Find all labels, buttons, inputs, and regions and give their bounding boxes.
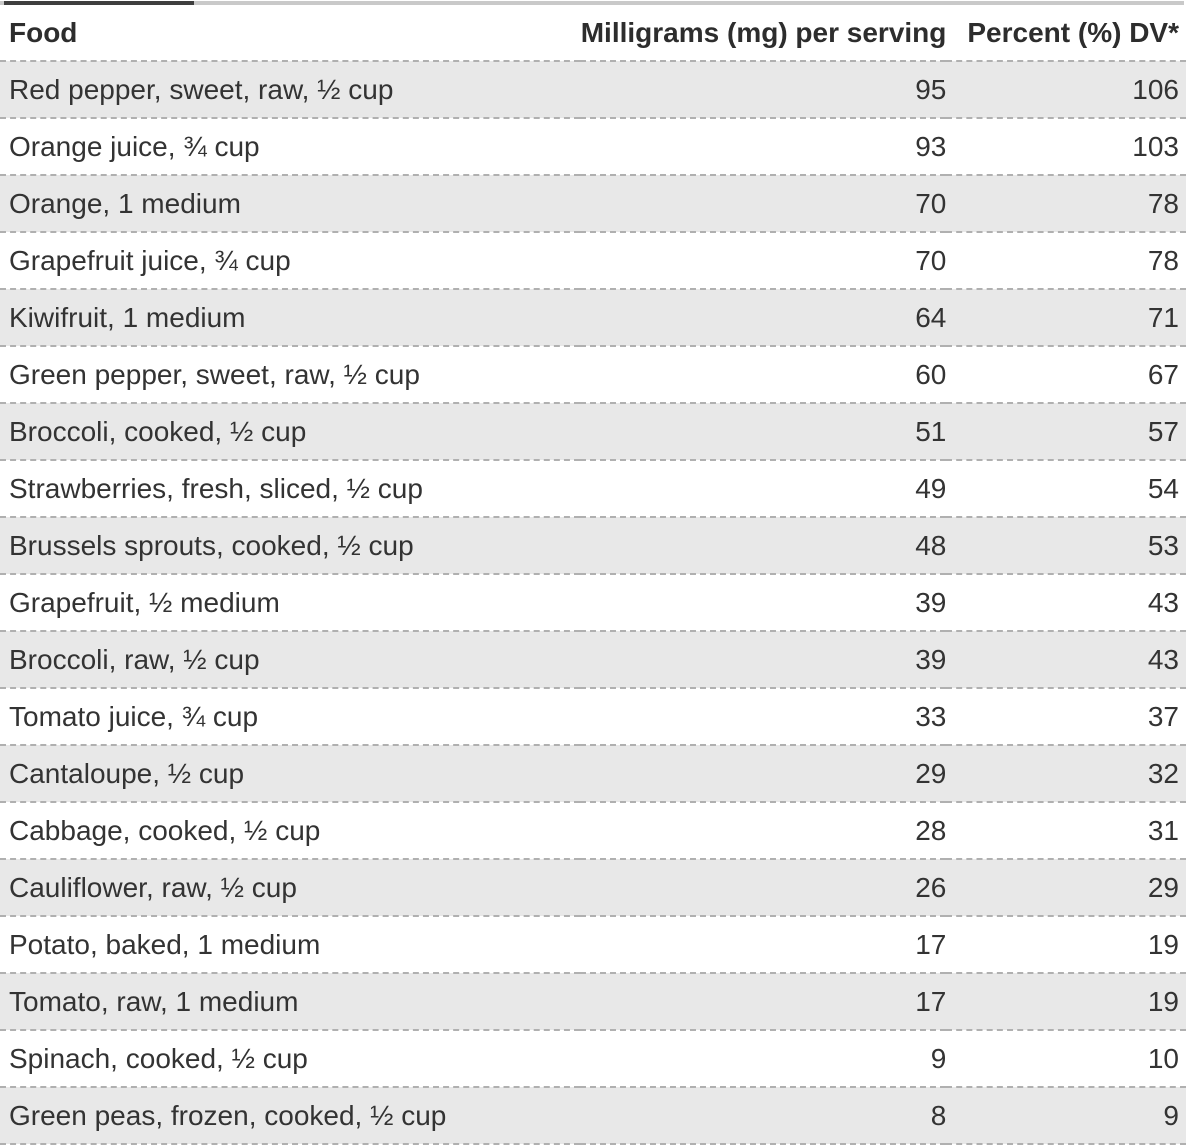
mg-cell: 9 — [930, 1042, 947, 1074]
dv-cell: 9 — [1163, 1099, 1179, 1131]
dv-cell: 67 — [1147, 358, 1179, 390]
food-cell: Broccoli, raw, ½ cup — [9, 643, 260, 675]
mg-cell: 60 — [915, 358, 947, 390]
food-cell: Strawberries, fresh, sliced, ½ cup — [9, 472, 423, 504]
table-row: Orange juice, ¾ cup 93 103 — [0, 118, 1186, 175]
food-cell: Grapefruit juice, ¾ cup — [9, 244, 291, 276]
table-row: Kiwifruit, 1 medium 64 71 — [0, 289, 1186, 346]
dv-cell: 53 — [1147, 529, 1179, 561]
column-header-milligrams-per-serving: Milligrams (mg) per serving — [580, 17, 947, 48]
mg-cell: 64 — [915, 301, 947, 333]
dv-cell: 31 — [1147, 814, 1179, 846]
table-row: Strawberries, fresh, sliced, ½ cup 49 54 — [0, 460, 1186, 517]
horizontal-scrollbar[interactable] — [0, 1, 1184, 5]
dv-cell: 54 — [1147, 472, 1179, 504]
food-cell: Orange juice, ¾ cup — [9, 130, 260, 162]
mg-cell: 26 — [915, 871, 947, 903]
food-cell: Tomato juice, ¾ cup — [9, 700, 259, 732]
mg-cell: 8 — [930, 1099, 947, 1131]
mg-cell: 48 — [915, 529, 947, 561]
dv-cell: 19 — [1147, 928, 1179, 960]
table-body: Red pepper, sweet, raw, ½ cup 95 106 Orange… — [0, 61, 1186, 1144]
food-cell: Grapefruit, ½ medium — [9, 586, 280, 618]
mg-cell: 39 — [915, 643, 947, 675]
dv-cell: 32 — [1147, 757, 1179, 789]
mg-cell: 51 — [915, 415, 947, 447]
table-row: Broccoli, raw, ½ cup 39 43 — [0, 631, 1186, 688]
column-header-percent-dv: Percent (%) DV* — [967, 17, 1179, 48]
food-cell: Orange, 1 medium — [9, 187, 241, 219]
food-cell: Tomato, raw, 1 medium — [9, 985, 299, 1017]
mg-cell: 70 — [915, 187, 947, 219]
table-row: Green peas, frozen, cooked, ½ cup 8 9 — [0, 1087, 1186, 1144]
table-row: Potato, baked, 1 medium 17 19 — [0, 916, 1186, 973]
mg-cell: 49 — [915, 472, 947, 504]
table-row: Cabbage, cooked, ½ cup 28 31 — [0, 802, 1186, 859]
table-row: Tomato, raw, 1 medium 17 19 — [0, 973, 1186, 1030]
table-row: Grapefruit juice, ¾ cup 70 78 — [0, 232, 1186, 289]
food-cell: Potato, baked, 1 medium — [9, 928, 321, 960]
table-row: Broccoli, cooked, ½ cup 51 57 — [0, 403, 1186, 460]
mg-cell: 70 — [915, 244, 947, 276]
table-row: Brussels sprouts, cooked, ½ cup 48 53 — [0, 517, 1186, 574]
dv-cell: 43 — [1147, 586, 1179, 618]
food-cell: Spinach, cooked, ½ cup — [9, 1042, 308, 1074]
table-header: Food Milligrams (mg) per serving Percent… — [0, 6, 1186, 61]
food-cell: Cauliflower, raw, ½ cup — [9, 871, 297, 903]
dv-cell: 103 — [1132, 130, 1179, 162]
dv-cell: 43 — [1147, 643, 1179, 675]
mg-cell: 17 — [915, 928, 947, 960]
dv-cell: 78 — [1147, 244, 1179, 276]
food-cell: Brussels sprouts, cooked, ½ cup — [9, 529, 414, 561]
food-cell: Green pepper, sweet, raw, ½ cup — [9, 358, 420, 390]
food-cell: Cabbage, cooked, ½ cup — [9, 814, 321, 846]
table-row: Green pepper, sweet, raw, ½ cup 60 67 — [0, 346, 1186, 403]
column-header-food: Food — [9, 17, 78, 48]
mg-cell: 33 — [915, 700, 947, 732]
horizontal-scrollbar-thumb[interactable] — [4, 1, 194, 5]
dv-cell: 71 — [1147, 301, 1179, 333]
dv-cell: 29 — [1147, 871, 1179, 903]
mg-cell: 29 — [915, 757, 947, 789]
mg-cell: 93 — [915, 130, 947, 162]
dv-cell: 78 — [1147, 187, 1179, 219]
table-row: Tomato juice, ¾ cup 33 37 — [0, 688, 1186, 745]
food-cell: Broccoli, cooked, ½ cup — [9, 415, 307, 447]
dv-cell: 19 — [1147, 985, 1179, 1017]
table-row: Orange, 1 medium 70 78 — [0, 175, 1186, 232]
table-row: Cantaloupe, ½ cup 29 32 — [0, 745, 1186, 802]
mg-cell: 28 — [915, 814, 947, 846]
table-row: Cauliflower, raw, ½ cup 26 29 — [0, 859, 1186, 916]
dv-cell: 57 — [1147, 415, 1179, 447]
dv-cell: 37 — [1147, 700, 1179, 732]
mg-cell: 17 — [915, 985, 947, 1017]
header-row: Food Milligrams (mg) per serving Percent… — [0, 6, 1186, 61]
table-row: Spinach, cooked, ½ cup 9 10 — [0, 1030, 1186, 1087]
table-row: Red pepper, sweet, raw, ½ cup 95 106 — [0, 61, 1186, 118]
dv-cell: 10 — [1147, 1042, 1179, 1074]
food-cell: Red pepper, sweet, raw, ½ cup — [9, 73, 394, 105]
food-cell: Green peas, frozen, cooked, ½ cup — [9, 1099, 447, 1131]
food-sources-table: Food Milligrams (mg) per serving Percent… — [0, 6, 1186, 1145]
table-row: Grapefruit, ½ medium 39 43 — [0, 574, 1186, 631]
mg-cell: 95 — [915, 73, 947, 105]
mg-cell: 39 — [915, 586, 947, 618]
food-cell: Cantaloupe, ½ cup — [9, 757, 245, 789]
food-cell: Kiwifruit, 1 medium — [9, 301, 246, 333]
dv-cell: 106 — [1132, 73, 1179, 105]
